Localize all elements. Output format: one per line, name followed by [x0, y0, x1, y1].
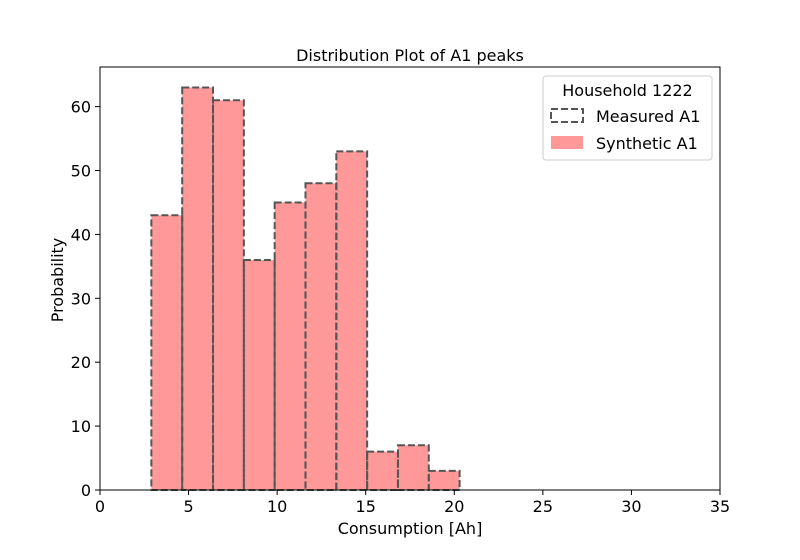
x-tick-label: 5	[183, 497, 193, 516]
plot-frame	[99, 66, 721, 491]
synthetic-bar	[428, 470, 460, 490]
legend-swatch-measured	[550, 108, 584, 123]
x-tick-label: 0	[95, 497, 105, 516]
y-tick-label: 20	[71, 353, 91, 372]
synthetic-bars	[151, 87, 460, 491]
synthetic-bar	[274, 202, 306, 491]
x-axis-ticks: 0 5 10 15 20 25 30 35	[95, 490, 730, 516]
legend-label-synthetic: Synthetic A1	[596, 134, 698, 153]
x-axis-label: Consumption [Ah]	[338, 519, 483, 538]
y-tick-label: 10	[71, 417, 91, 436]
y-axis-ticks: 0 10 20 30 40 50 60	[71, 98, 100, 500]
synthetic-bar	[397, 445, 429, 490]
y-tick-label: 40	[71, 225, 91, 244]
legend-title: Household 1222	[562, 81, 692, 100]
x-tick-label: 35	[710, 497, 730, 516]
y-tick-label: 50	[71, 162, 91, 181]
synthetic-bar	[213, 100, 244, 490]
x-tick-label: 20	[444, 497, 464, 516]
synthetic-bar	[243, 259, 275, 490]
legend-label-measured: Measured A1	[596, 107, 700, 126]
legend: Household 1222 Measured A1 Synthetic A1	[542, 75, 713, 161]
legend-swatch-synthetic	[551, 136, 583, 149]
x-tick-label: 10	[267, 497, 287, 516]
chart-title: Distribution Plot of A1 peaks	[296, 46, 524, 65]
y-tick-label: 0	[81, 481, 91, 500]
y-tick-label: 60	[71, 98, 91, 117]
y-tick-label: 30	[71, 289, 91, 308]
synthetic-bar	[182, 87, 214, 490]
synthetic-bar	[305, 183, 337, 491]
x-tick-label: 15	[356, 497, 376, 516]
synthetic-bar	[336, 151, 368, 490]
x-tick-label: 30	[621, 497, 641, 516]
legend-box	[542, 75, 713, 161]
synthetic-bar	[151, 215, 183, 490]
synthetic-bar	[367, 451, 398, 490]
x-tick-label: 25	[533, 497, 553, 516]
y-axis-label: Probability	[48, 238, 67, 323]
